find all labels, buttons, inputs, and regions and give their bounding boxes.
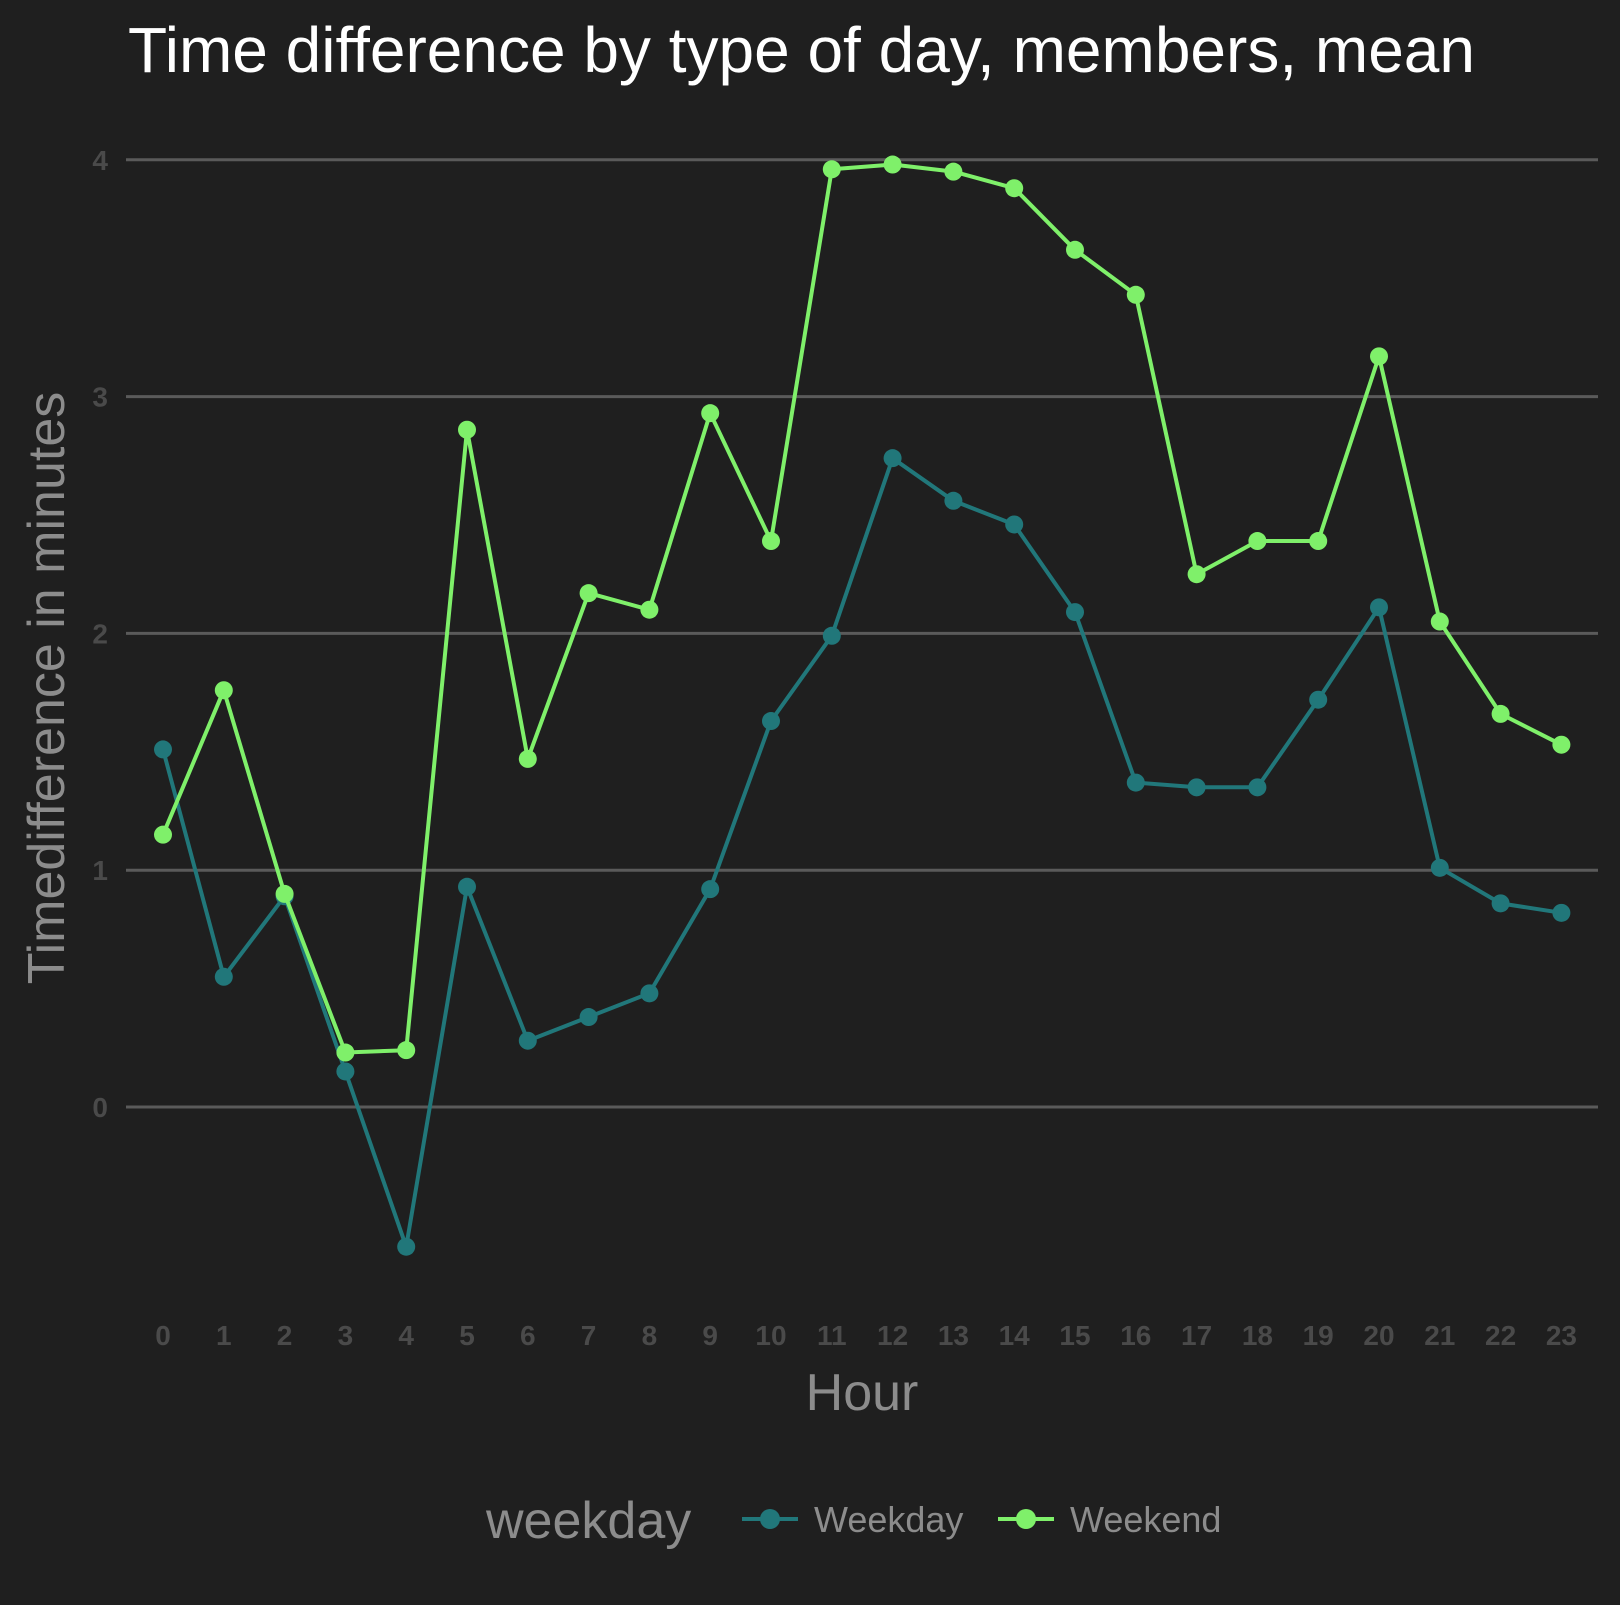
x-tick-label: 5: [459, 1320, 475, 1351]
weekend-point: [336, 1043, 355, 1062]
weekday-point: [1552, 903, 1571, 922]
weekend-point: [1552, 735, 1571, 754]
weekend-point: [762, 532, 780, 551]
weekend-point: [640, 600, 659, 619]
y-tick-label: 4: [92, 145, 108, 176]
weekday-point: [640, 984, 659, 1003]
x-tick-label: 6: [520, 1320, 536, 1351]
legend-label: Weekday: [814, 1499, 963, 1540]
legend: weekday Weekday Weekend: [485, 1492, 1221, 1550]
x-tick-label: 0: [155, 1320, 171, 1351]
weekday-point: [1370, 598, 1388, 617]
weekday-point: [518, 1031, 537, 1050]
weekday-point: [336, 1062, 355, 1081]
weekday-point: [458, 877, 476, 896]
x-tick-label: 15: [1059, 1320, 1090, 1351]
weekday-point: [1248, 778, 1267, 797]
x-axis-tick-labels: 0 1 2 3 4 5 6 7 8 9 10 11 12 13 14 15 16 17 18 19 20 21 22 23: [155, 1320, 1577, 1351]
chart-title: Time difference by type of day, members,…: [128, 14, 1475, 86]
x-tick-label: 23: [1546, 1320, 1577, 1351]
weekend-point: [518, 749, 537, 768]
weekday-point: [883, 449, 902, 468]
x-tick-label: 13: [938, 1320, 969, 1351]
weekend-point: [275, 884, 294, 903]
weekday-point: [1430, 858, 1449, 877]
y-tick-label: 1: [92, 855, 108, 886]
weekday-line: [161, 456, 1562, 1249]
x-tick-label: 1: [216, 1320, 232, 1351]
x-tick-label: 4: [398, 1320, 414, 1351]
weekday-point: [822, 626, 841, 645]
weekend-point: [214, 681, 233, 700]
weekend-point: [458, 420, 476, 439]
weekend-point: [944, 162, 963, 181]
weekday-point: [1309, 690, 1328, 709]
weekday-point: [154, 740, 172, 759]
x-tick-label: 11: [817, 1320, 847, 1351]
weekday-point: [701, 880, 720, 899]
gridlines: [126, 158, 1598, 1109]
weekend-point: [1187, 565, 1206, 584]
x-tick-label: 14: [999, 1320, 1031, 1351]
legend-swatch-point: [760, 1509, 780, 1529]
weekday-point: [1066, 603, 1084, 622]
y-tick-label: 2: [92, 618, 108, 649]
weekend-point: [1491, 704, 1510, 723]
x-tick-label: 2: [277, 1320, 293, 1351]
weekday-point: [944, 491, 963, 510]
x-tick-label: 10: [755, 1320, 786, 1351]
y-tick-label: 3: [92, 382, 108, 413]
weekend-point: [883, 155, 902, 174]
x-tick-label: 21: [1424, 1320, 1455, 1351]
weekday-point: [762, 712, 780, 731]
weekend-point: [701, 404, 720, 423]
weekday-point: [1005, 515, 1024, 534]
weekend-line: [161, 162, 1563, 1055]
weekend-point: [154, 825, 172, 844]
x-tick-label: 19: [1303, 1320, 1334, 1351]
weekday-point: [579, 1008, 598, 1027]
x-tick-label: 9: [702, 1320, 718, 1351]
series-weekend: [154, 155, 1571, 1062]
weekend-point: [1126, 285, 1145, 304]
x-tick-label: 12: [877, 1320, 908, 1351]
legend-title: weekday: [485, 1492, 691, 1550]
weekend-point: [1430, 612, 1449, 631]
x-tick-label: 3: [338, 1320, 354, 1351]
legend-label: Weekend: [1070, 1499, 1221, 1540]
weekday-point: [1491, 894, 1510, 913]
y-axis-title: Timedifference in minutes: [18, 392, 76, 985]
y-axis-tick-labels: 0 1 2 3 4: [92, 145, 108, 1123]
x-tick-label: 17: [1181, 1320, 1212, 1351]
x-tick-label: 8: [642, 1320, 658, 1351]
y-tick-label: 0: [92, 1092, 108, 1123]
weekend-point: [822, 160, 841, 179]
weekday-point: [214, 967, 233, 986]
x-tick-label: 20: [1363, 1320, 1394, 1351]
weekend-point: [1309, 532, 1328, 551]
weekday-point: [1126, 773, 1145, 792]
legend-item-weekday: Weekday: [742, 1499, 963, 1540]
weekend-point: [579, 584, 598, 603]
series-lines: [154, 155, 1571, 1256]
weekend-point: [1248, 532, 1267, 551]
x-tick-label: 18: [1242, 1320, 1273, 1351]
weekday-point: [1187, 778, 1206, 797]
x-tick-label: 22: [1485, 1320, 1516, 1351]
x-axis-title: Hour: [806, 1364, 919, 1422]
x-tick-label: 16: [1120, 1320, 1151, 1351]
weekend-point: [1066, 240, 1084, 259]
legend-item-weekend: Weekend: [998, 1499, 1221, 1540]
x-tick-label: 7: [581, 1320, 597, 1351]
weekend-point: [1005, 179, 1024, 198]
weekday-point: [397, 1237, 416, 1256]
weekend-point: [1370, 347, 1388, 366]
series-weekday: [154, 449, 1571, 1256]
weekend-point: [397, 1041, 416, 1060]
legend-swatch-point: [1016, 1509, 1036, 1529]
